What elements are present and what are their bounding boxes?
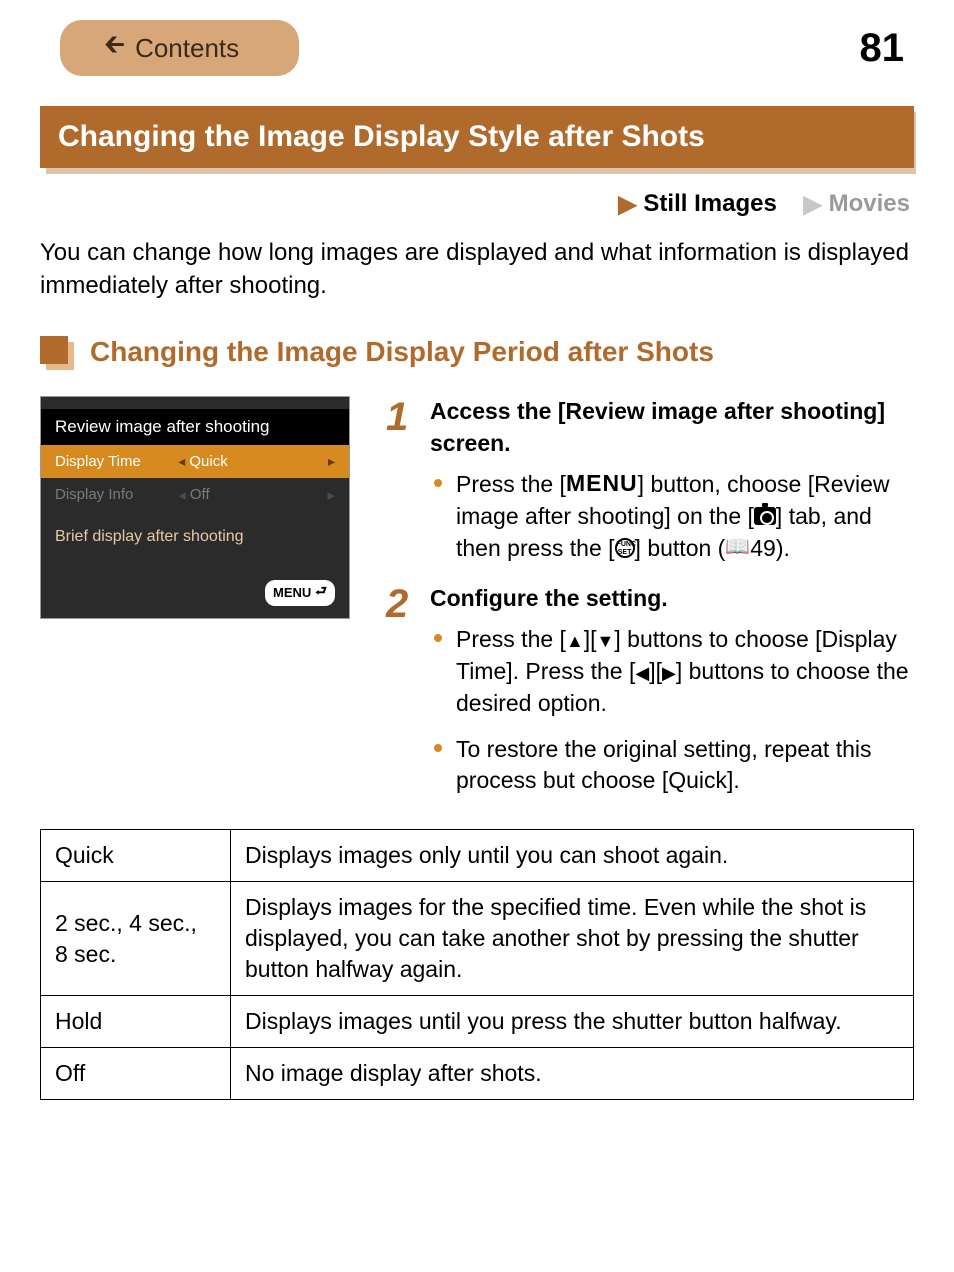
down-arrow-icon: ▼ <box>597 629 615 654</box>
left-arrow-icon: ◀ <box>635 661 649 686</box>
intro-text: You can change how long images are displ… <box>40 237 914 302</box>
camera-menu-value: Quick <box>189 453 328 470</box>
option-desc: No image display after shots. <box>231 1048 914 1100</box>
camera-menu-label: Display Time <box>55 453 178 470</box>
menu-back-badge: MENU ⮐ <box>265 580 335 606</box>
table-row: Off No image display after shots. <box>41 1048 914 1100</box>
func-set-icon: FUNCSET <box>615 538 635 558</box>
option-name: Quick <box>41 830 231 882</box>
camera-screen-note: Brief display after shooting <box>41 512 349 576</box>
text: ][ <box>584 626 597 652</box>
left-arrow-icon: ◂ <box>178 486 186 504</box>
step-2: 2 Configure the setting. Press the [▲][▼… <box>386 583 914 797</box>
play-icon: ▶ <box>618 190 636 219</box>
step-title: Access the [Review image after shooting]… <box>430 396 914 459</box>
table-row: Quick Displays images only until you can… <box>41 830 914 882</box>
contents-button[interactable]: 🡰 Contents <box>60 20 299 76</box>
menu-label: MENU <box>273 585 311 600</box>
up-arrow-icon: ▲ <box>566 629 584 654</box>
text: Press the [ <box>456 626 566 652</box>
text: ] button ( <box>635 535 726 561</box>
play-icon: ▶ <box>803 190 821 219</box>
camera-screen-preview: Review image after shooting Display Time… <box>40 396 350 619</box>
page-ref[interactable]: 49 <box>750 535 776 561</box>
option-name: Off <box>41 1048 231 1100</box>
left-arrow-icon: ◂ <box>178 453 185 470</box>
step-title: Configure the setting. <box>430 583 914 615</box>
option-desc: Displays images until you press the shut… <box>231 996 914 1048</box>
text: ][ <box>649 658 662 684</box>
right-arrow-icon: ▶ <box>662 661 676 686</box>
camera-menu-row-disabled: Display Info ◂ Off ▸ <box>41 478 349 512</box>
mode-movies: Movies <box>829 190 910 217</box>
mode-still-images: Still Images <box>643 190 776 217</box>
main-title: Changing the Image Display Style after S… <box>40 106 914 168</box>
step-number: 1 <box>386 390 408 445</box>
page-number: 81 <box>860 26 905 71</box>
text: To restore the original setting, repeat … <box>456 736 872 794</box>
back-arrow-icon: 🡰 <box>104 26 125 70</box>
options-table: Quick Displays images only until you can… <box>40 829 914 1100</box>
return-icon-icon: ⮐ <box>315 582 327 604</box>
camera-menu-value: Off <box>190 486 328 503</box>
option-desc: Displays images only until you can shoot… <box>231 830 914 882</box>
subheading: Changing the Image Display Period after … <box>90 336 714 368</box>
table-row: Hold Displays images until you press the… <box>41 996 914 1048</box>
text: ). <box>776 535 790 561</box>
page-ref-icon: 📖 <box>725 538 750 558</box>
table-row: 2 sec., 4 sec., 8 sec. Displays images f… <box>41 882 914 996</box>
step-bullet: Press the [▲][▼] buttons to choose [Disp… <box>430 624 914 719</box>
option-desc: Displays images for the specified time. … <box>231 882 914 996</box>
option-name: Hold <box>41 996 231 1048</box>
step-bullet: To restore the original setting, repeat … <box>430 734 914 797</box>
section-marker-icon <box>40 336 72 368</box>
camera-tab-icon <box>754 506 776 526</box>
right-arrow-icon: ▸ <box>328 453 335 470</box>
contents-label: Contents <box>135 33 239 64</box>
step-bullet: Press the [MENU] button, choose [Review … <box>430 469 914 564</box>
step-number: 2 <box>386 577 408 632</box>
camera-menu-label: Display Info <box>55 486 178 503</box>
camera-menu-row-selected: Display Time ◂ Quick ▸ <box>41 445 349 478</box>
option-name: 2 sec., 4 sec., 8 sec. <box>41 882 231 996</box>
right-arrow-icon: ▸ <box>327 486 335 504</box>
step-1: 1 Access the [Review image after shootin… <box>386 396 914 565</box>
camera-screen-title: Review image after shooting <box>41 409 349 445</box>
text: Press the [ <box>456 471 566 497</box>
menu-button-icon: MENU <box>566 474 638 494</box>
mode-indicators: ▶ Still Images ▶ Movies <box>40 190 914 219</box>
main-title-banner: Changing the Image Display Style after S… <box>40 106 914 168</box>
